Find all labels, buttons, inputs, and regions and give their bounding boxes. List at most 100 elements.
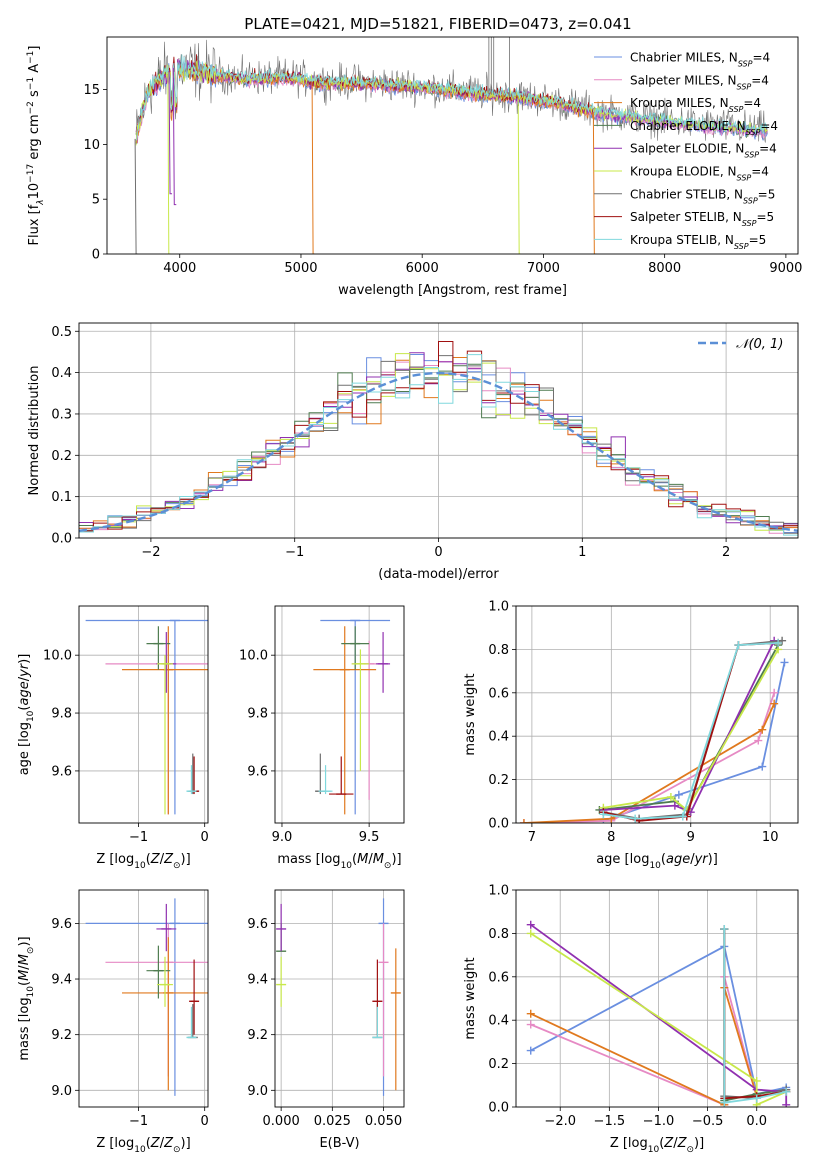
y-tick-label: 0.2 bbox=[488, 773, 509, 788]
weight-marker bbox=[770, 688, 779, 697]
x-tick-label: 0 bbox=[201, 830, 209, 845]
y-tick-label: 0.0 bbox=[488, 817, 509, 832]
axes-mass_vs_Z: −1 0 9.0 9.2 9.4 9.6 Z [log10(Z/Z⊙)] mass [log1… bbox=[17, 889, 209, 1155]
axes-frame-mass_vs_Z bbox=[78, 889, 209, 1108]
y-tick-label: 9.2 bbox=[51, 1028, 72, 1043]
x-axis-label: Z [log10(Z/Z⊙)] bbox=[96, 852, 190, 871]
x-tick-label: 0 bbox=[434, 545, 442, 560]
x-tick-label: 7 bbox=[528, 830, 536, 845]
errorbar-point-2 bbox=[390, 948, 401, 1091]
y-tick-label: 0.8 bbox=[488, 927, 509, 942]
x-axis-label: Z [log10(Z/Z⊙)] bbox=[610, 1136, 704, 1155]
y-tick-label: 9.6 bbox=[247, 917, 268, 932]
x-axis-label: E(B-V) bbox=[319, 1136, 359, 1151]
x-tick-label: 9000 bbox=[769, 261, 802, 276]
weight-marker bbox=[752, 1094, 761, 1103]
y-tick-label: 9.2 bbox=[247, 1028, 268, 1043]
errorbar-point-8 bbox=[186, 765, 197, 795]
y-tick-label: 9.6 bbox=[51, 917, 72, 932]
y-axis-label: mass weight bbox=[463, 957, 478, 1039]
errorbar-point-4 bbox=[276, 903, 287, 952]
plot-area-age_vs_mass bbox=[313, 619, 391, 815]
hist-series-8 bbox=[79, 354, 798, 536]
weight-marker bbox=[678, 812, 687, 821]
y-tick-label: 9.8 bbox=[247, 707, 268, 722]
y-tick-label: 10.0 bbox=[239, 649, 268, 664]
x-tick-label: 1 bbox=[578, 545, 586, 560]
errorbar-point-5 bbox=[276, 956, 287, 1007]
spectrum-legend: Chabrier MILES, NSSP=4 Salpeter MILES, NS… bbox=[594, 51, 778, 250]
y-tick-label: 0.2 bbox=[51, 449, 72, 464]
weight-marker bbox=[758, 725, 767, 734]
legend-label-6: Chabrier STELIB, NSSP=5 bbox=[630, 187, 775, 205]
x-tick-label: 8 bbox=[607, 830, 615, 845]
y-tick-label: 9.6 bbox=[51, 764, 72, 779]
plots-group: 4000 5000 6000 7000 8000 9000051015wavelength… bbox=[17, 36, 802, 1155]
x-axis-label: Z [log10(Z/Z⊙)] bbox=[96, 1136, 190, 1155]
x-tick-label: −1 bbox=[285, 545, 304, 560]
errorbar-point-0 bbox=[85, 898, 208, 1096]
x-tick-label: 9 bbox=[687, 830, 695, 845]
x-tick-label: 6000 bbox=[406, 261, 439, 276]
weight-marker bbox=[519, 819, 528, 823]
y-tick-label: 9.4 bbox=[51, 973, 72, 988]
x-axis-label: (data-model)/error bbox=[378, 567, 499, 582]
plot-area-weight_vs_Z bbox=[526, 920, 791, 1107]
x-tick-label: −0.5 bbox=[692, 1114, 724, 1129]
axes-mass_vs_ebv: 0.000 0.025 0.050 9.0 9.2 9.4 9.6 E(B-V) bbox=[247, 889, 405, 1151]
axes-frame-spectrum bbox=[106, 36, 799, 255]
weight-marker bbox=[752, 1076, 761, 1085]
x-axis-label: age [log10(age/yr)] bbox=[596, 852, 718, 871]
legend-label-7: Salpeter STELIB, NSSP=5 bbox=[630, 210, 774, 228]
plot-area-age_vs_Z bbox=[85, 619, 208, 815]
y-tick-label: 9.0 bbox=[51, 1084, 72, 1099]
y-tick-label: 0.0 bbox=[51, 532, 72, 547]
spectrum-dropout bbox=[172, 67, 177, 206]
spectrum-dropout bbox=[517, 97, 522, 254]
x-tick-label: 0 bbox=[201, 1114, 209, 1129]
y-tick-label: 0.6 bbox=[488, 686, 509, 701]
x-tick-label: 9.0 bbox=[272, 830, 293, 845]
y-tick-label: 9.8 bbox=[51, 707, 72, 722]
plot-area-weight_vs_age bbox=[519, 636, 789, 823]
y-tick-label: 5 bbox=[92, 193, 100, 208]
axes-frame-residuals bbox=[78, 322, 799, 539]
plot-area-mass_vs_ebv bbox=[276, 898, 401, 1096]
axes-residuals: −2 −1 0 1 2 0.0 0.1 0.2 0.3 0.4 0.5 (data-model)/er… bbox=[27, 322, 799, 582]
y-tick-label: 0.5 bbox=[51, 325, 72, 340]
errorbar-point-4 bbox=[156, 903, 177, 952]
hist-series-7 bbox=[79, 341, 798, 532]
y-tick-label: 0.4 bbox=[488, 1014, 509, 1029]
errorbar-point-4 bbox=[376, 632, 391, 693]
errorbar-point-7 bbox=[189, 959, 200, 1035]
y-tick-label: 9.6 bbox=[247, 764, 268, 779]
legend-label-3: Chabrier ELODIE, NSSP=4 bbox=[630, 119, 778, 137]
weight-series-4 bbox=[603, 640, 776, 814]
errorbar-point-8 bbox=[318, 765, 333, 795]
y-tick-label: 15 bbox=[83, 83, 100, 98]
weight-marker bbox=[526, 1046, 535, 1055]
x-axis-label: mass [log10(M/M⊙)] bbox=[277, 852, 401, 871]
x-tick-label: 7000 bbox=[527, 261, 560, 276]
y-axis-label: mass weight bbox=[463, 673, 478, 755]
weight-marker bbox=[526, 929, 535, 938]
y-tick-label: 0.3 bbox=[51, 407, 72, 422]
weight-marker bbox=[670, 801, 679, 810]
spectrum-series-8 bbox=[135, 54, 768, 141]
plot-area-residuals bbox=[79, 341, 798, 536]
y-tick-label: 0.2 bbox=[488, 1057, 509, 1072]
axes-spectrum: 4000 5000 6000 7000 8000 9000 0 5 10 15 wavelength… bbox=[26, 36, 802, 298]
weight-marker bbox=[526, 920, 535, 929]
weight-series-5 bbox=[603, 648, 779, 812]
x-tick-label: 0.050 bbox=[365, 1114, 402, 1129]
x-tick-label: −1.5 bbox=[594, 1114, 626, 1129]
errorbar-point-1 bbox=[378, 923, 389, 1077]
axes-weight_vs_age: 7 8 9 10 0.0 0.2 0.4 0.6 0.8 1.0 age [log10(age/yr… bbox=[463, 600, 799, 871]
legend-label-0: Chabrier MILES, NSSP=4 bbox=[630, 51, 770, 69]
weight-marker bbox=[754, 736, 763, 745]
x-tick-label: 10 bbox=[762, 830, 779, 845]
x-tick-label: 2 bbox=[722, 545, 730, 560]
errorbar-point-8 bbox=[372, 1006, 383, 1039]
legend-label-5: Kroupa ELODIE, NSSP=4 bbox=[630, 165, 769, 183]
errorbar-point-7 bbox=[329, 756, 354, 795]
